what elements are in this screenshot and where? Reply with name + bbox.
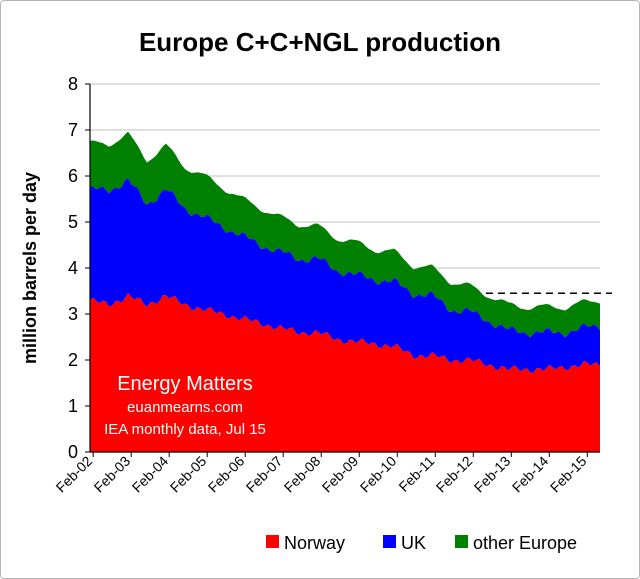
x-tick-label: Feb-14 <box>509 453 552 496</box>
legend-swatch-norway <box>266 535 279 548</box>
x-tick-label: Feb-15 <box>547 453 590 496</box>
x-tick-label: Feb-07 <box>243 453 286 496</box>
legend-swatch-other-europe <box>455 535 468 548</box>
y-tick-label: 1 <box>68 396 78 416</box>
x-tick-labels: Feb-02Feb-03Feb-04Feb-05Feb-06Feb-07Feb-… <box>53 453 590 496</box>
y-tick-label: 7 <box>68 120 78 140</box>
x-tick-label: Feb-08 <box>281 453 324 496</box>
x-tick-label: Feb-09 <box>319 453 362 496</box>
x-tick-label: Feb-04 <box>129 453 172 496</box>
legend-label: other Europe <box>473 533 577 553</box>
y-tick-label: 3 <box>68 304 78 324</box>
x-tick-label: Feb-03 <box>91 453 134 496</box>
y-tick-label: 6 <box>68 166 78 186</box>
area-uk <box>90 177 600 373</box>
area-other-europe <box>90 131 600 338</box>
area-series <box>90 131 600 452</box>
x-tick-label: Feb-12 <box>433 453 476 496</box>
legend: Norway UK other Europe <box>266 533 577 553</box>
area-norway <box>90 292 600 452</box>
axes <box>85 83 600 457</box>
legend-label: UK <box>401 533 426 553</box>
y-tick-label: 0 <box>68 442 78 462</box>
legend-label: Norway <box>284 533 345 553</box>
x-tick-label: Feb-10 <box>357 453 400 496</box>
y-tick-label: 4 <box>68 258 78 278</box>
annotation-website: euanmearns.com <box>127 399 243 416</box>
y-tick-labels: 0 1 2 3 4 5 6 7 8 <box>68 74 78 462</box>
y-axis-label: million barrels per day <box>20 172 40 364</box>
annotation-energy-matters: Energy Matters <box>117 373 253 395</box>
x-tick-label: Feb-11 <box>395 453 437 495</box>
y-tick-label: 2 <box>68 350 78 370</box>
chart-title: Europe C+C+NGL production <box>139 27 501 57</box>
annotation-source: IEA monthly data, Jul 15 <box>104 421 266 438</box>
x-tick-label: Feb-13 <box>471 453 514 496</box>
x-tick-label: Feb-05 <box>167 453 210 496</box>
x-tick-label: Feb-06 <box>205 453 248 496</box>
y-tick-label: 5 <box>68 212 78 232</box>
legend-swatch-uk <box>383 535 396 548</box>
y-tick-label: 8 <box>68 74 78 94</box>
